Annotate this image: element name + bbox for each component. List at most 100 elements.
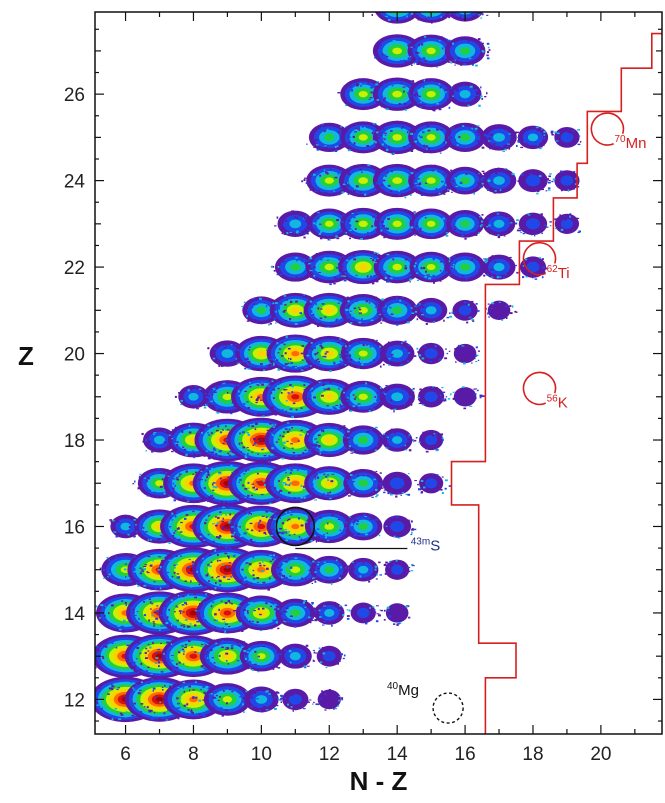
blob-z12-nz11 bbox=[282, 688, 309, 711]
blob-z24-nz17 bbox=[481, 167, 517, 194]
plot-frame bbox=[94, 11, 663, 735]
blob-z13-nz11 bbox=[278, 643, 312, 669]
blob-z12-nz12 bbox=[317, 689, 341, 710]
marker-circle bbox=[275, 506, 316, 547]
blob-z21-nz16 bbox=[452, 299, 478, 321]
isotope-label: 70Mn bbox=[614, 134, 646, 152]
blob-z25-nz17 bbox=[481, 124, 517, 151]
isotope-label: 43mS bbox=[411, 536, 440, 554]
blob-z14-nz14 bbox=[385, 603, 409, 623]
x-axis: 6 8 10 12 14 16 18 20 bbox=[120, 12, 636, 765]
marker-arc bbox=[522, 241, 557, 276]
blob-z23-nz17 bbox=[482, 211, 516, 237]
x-tick-label: 12 bbox=[319, 744, 340, 765]
blob-z24-nz15 bbox=[408, 164, 455, 197]
y-tick-label: 22 bbox=[64, 258, 85, 279]
y-tick-label: 14 bbox=[64, 604, 86, 625]
blob-z18-nz15 bbox=[419, 429, 444, 451]
blob-z17-nz12 bbox=[304, 466, 355, 501]
blob-z19-nz15 bbox=[418, 386, 445, 408]
x-tick-label: 6 bbox=[120, 744, 131, 765]
blob-z21-nz12 bbox=[303, 292, 355, 328]
blob-z17-nz13 bbox=[343, 468, 384, 498]
isotope-label: 62Ti bbox=[547, 264, 570, 282]
y-tick-label: 20 bbox=[64, 345, 85, 366]
blob-z26-nz14 bbox=[372, 77, 422, 111]
blob-z25-nz14 bbox=[372, 120, 422, 155]
blob-z23-nz18 bbox=[518, 212, 548, 236]
blob-z23-nz14 bbox=[374, 207, 421, 240]
blob-z15-nz13 bbox=[348, 557, 379, 582]
annotation-k56: 56K bbox=[522, 371, 568, 412]
blob-z26-nz15 bbox=[408, 78, 455, 111]
scatter-noise bbox=[95, 12, 582, 721]
blob-z20-nz16 bbox=[453, 343, 477, 364]
blob-z27-nz14 bbox=[372, 34, 422, 68]
blob-z22-nz13 bbox=[338, 249, 389, 285]
blob-z14-nz12 bbox=[314, 601, 345, 625]
blob-z20-nz13 bbox=[340, 337, 386, 370]
marker-dashed-circle bbox=[432, 692, 464, 724]
blob-z22-nz16 bbox=[444, 252, 486, 282]
y-axis: 12 14 16 18 20 22 24 26 bbox=[64, 28, 662, 722]
x-tick-label: 16 bbox=[455, 744, 476, 765]
blob-z21-nz15 bbox=[414, 297, 448, 323]
marker-arc bbox=[590, 112, 625, 146]
blob-z20-nz9 bbox=[209, 340, 246, 367]
blob-z16-nz6 bbox=[110, 514, 141, 539]
blob-z17-nz15 bbox=[419, 473, 444, 494]
marker-arc bbox=[522, 371, 557, 406]
boundary-line bbox=[450, 32, 662, 734]
annotation-ti62: 62Ti bbox=[522, 241, 570, 282]
blob-z25-nz19 bbox=[554, 126, 580, 148]
x-tick-label: 10 bbox=[251, 744, 272, 765]
blob-z12-nz10 bbox=[244, 686, 279, 713]
blob-z13-nz9 bbox=[199, 637, 256, 675]
blob-z18-nz13 bbox=[342, 425, 384, 455]
x-tick-label: 20 bbox=[590, 744, 611, 765]
annotation-mg40: 40Mg bbox=[387, 681, 464, 724]
annotation-mn70: 70Mn bbox=[590, 112, 646, 152]
annotation-s43m: 43mS bbox=[275, 506, 440, 554]
blob-z24-nz18 bbox=[518, 169, 548, 193]
blob-z22-nz18 bbox=[519, 256, 547, 278]
blob-z24-nz14 bbox=[372, 163, 422, 198]
blob-z27-nz16 bbox=[444, 36, 486, 66]
isotope-label: 56K bbox=[547, 394, 568, 412]
blob-z19-nz13 bbox=[340, 380, 387, 413]
blob-z26-nz16 bbox=[448, 81, 482, 107]
blob-z21-nz17 bbox=[487, 300, 511, 321]
blob-z16-nz14 bbox=[383, 515, 412, 538]
blob-z13-nz12 bbox=[316, 645, 342, 667]
x-axis-title: N - Z bbox=[350, 766, 408, 796]
blob-z17-nz14 bbox=[382, 471, 412, 495]
blob-z19-nz8 bbox=[178, 384, 209, 409]
isotope-annotations: 43mS 70Mn 62Ti 56K 40Mg bbox=[275, 112, 646, 724]
blob-z20-nz15 bbox=[418, 342, 445, 365]
blob-z14-nz13 bbox=[350, 602, 376, 624]
blob-z23-nz12 bbox=[307, 208, 351, 240]
isotope-label: 40Mg bbox=[387, 681, 419, 699]
blob-z12-nz9 bbox=[203, 683, 251, 716]
y-tick-label: 24 bbox=[64, 172, 86, 193]
blob-z28-nz15 bbox=[410, 12, 452, 23]
blob-z23-nz11 bbox=[277, 210, 314, 238]
y-tick-label: 16 bbox=[64, 517, 85, 538]
blob-z18-nz7 bbox=[143, 427, 177, 453]
y-axis-title: Z bbox=[18, 341, 34, 371]
blob-z25-nz18 bbox=[517, 125, 549, 150]
blob-z21-nz10 bbox=[242, 296, 281, 325]
y-tick-label: 12 bbox=[64, 690, 85, 711]
y-tick-label: 18 bbox=[64, 431, 85, 452]
blob-z20-nz14 bbox=[379, 340, 415, 367]
blob-z15-nz14 bbox=[385, 559, 410, 580]
blob-z22-nz14 bbox=[373, 250, 421, 284]
blob-z19-nz16 bbox=[453, 387, 477, 407]
blob-z14-nz10 bbox=[235, 595, 287, 631]
blob-z23-nz16 bbox=[445, 209, 485, 238]
blob-z25-nz12 bbox=[308, 122, 350, 152]
x-tick-label: 8 bbox=[188, 744, 199, 765]
blob-z19-nz14 bbox=[379, 383, 415, 410]
x-tick-label: 14 bbox=[387, 744, 409, 765]
